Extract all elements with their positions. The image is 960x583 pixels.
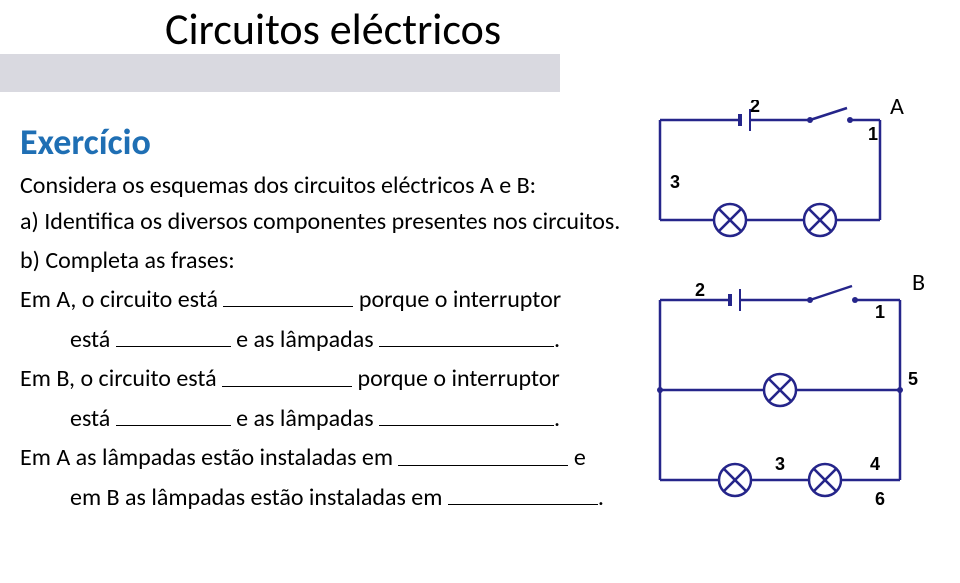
blank-5	[116, 400, 231, 426]
part-b-lead: b) Completa as frases:	[20, 245, 640, 277]
text: Em B, o circuito está	[20, 365, 222, 394]
svg-text:3: 3	[775, 454, 785, 474]
text: e as lâmpadas	[231, 325, 379, 354]
text: e as lâmpadas	[231, 404, 379, 433]
svg-text:2: 2	[695, 280, 705, 300]
blank-6	[379, 400, 554, 426]
svg-text:4: 4	[870, 454, 880, 474]
part-a: a) Identifica os diversos componentes pr…	[20, 206, 640, 238]
text: .	[598, 483, 604, 512]
svg-text:1: 1	[868, 124, 878, 144]
blank-4	[222, 360, 352, 386]
blank-7	[398, 439, 568, 465]
text: .	[554, 325, 560, 354]
svg-text:6: 6	[875, 489, 885, 509]
fill-line-6: em B as lâmpadas estão instaladas em .	[20, 479, 640, 515]
text: em B as lâmpadas estão instaladas em	[70, 483, 448, 512]
exercise-heading: Exercício	[20, 120, 640, 164]
fill-line-5: Em A as lâmpadas estão instaladas em e	[20, 439, 640, 475]
title-band	[0, 54, 560, 92]
circuit-b: 1 2 3 4 5 6	[640, 280, 920, 520]
blank-3	[379, 321, 554, 347]
label-a: A	[890, 92, 904, 121]
svg-text:2: 2	[750, 100, 760, 116]
text: está	[70, 325, 116, 354]
svg-text:1: 1	[875, 302, 885, 322]
page-title: Circuitos eléctricos	[165, 2, 501, 56]
text: e	[568, 444, 585, 473]
text: Em A, o circuito está	[20, 285, 223, 314]
blank-2	[116, 321, 231, 347]
text: Em A as lâmpadas estão instaladas em	[20, 444, 398, 473]
text: porque o interruptor	[353, 285, 561, 314]
blank-8	[448, 479, 598, 505]
text: .	[554, 404, 560, 433]
text: está	[70, 404, 116, 433]
text: porque o interruptor	[352, 365, 560, 394]
svg-text:5: 5	[908, 369, 918, 389]
blank-1	[223, 281, 353, 307]
fill-line-3: Em B, o circuito está porque o interrupt…	[20, 360, 640, 396]
diagram-area: A 123 B 123456	[640, 100, 940, 520]
label-b: B	[912, 268, 925, 297]
circuit-a: 1 2 3	[640, 100, 900, 240]
content-area: Exercício Considera os esquemas dos circ…	[20, 120, 640, 519]
fill-line-1: Em A, o circuito está porque o interrupt…	[20, 281, 640, 317]
fill-line-2: está e as lâmpadas .	[20, 321, 640, 357]
intro-text: Considera os esquemas dos circuitos eléc…	[20, 170, 640, 202]
svg-text:3: 3	[670, 172, 680, 192]
fill-line-4: está e as lâmpadas .	[20, 400, 640, 436]
